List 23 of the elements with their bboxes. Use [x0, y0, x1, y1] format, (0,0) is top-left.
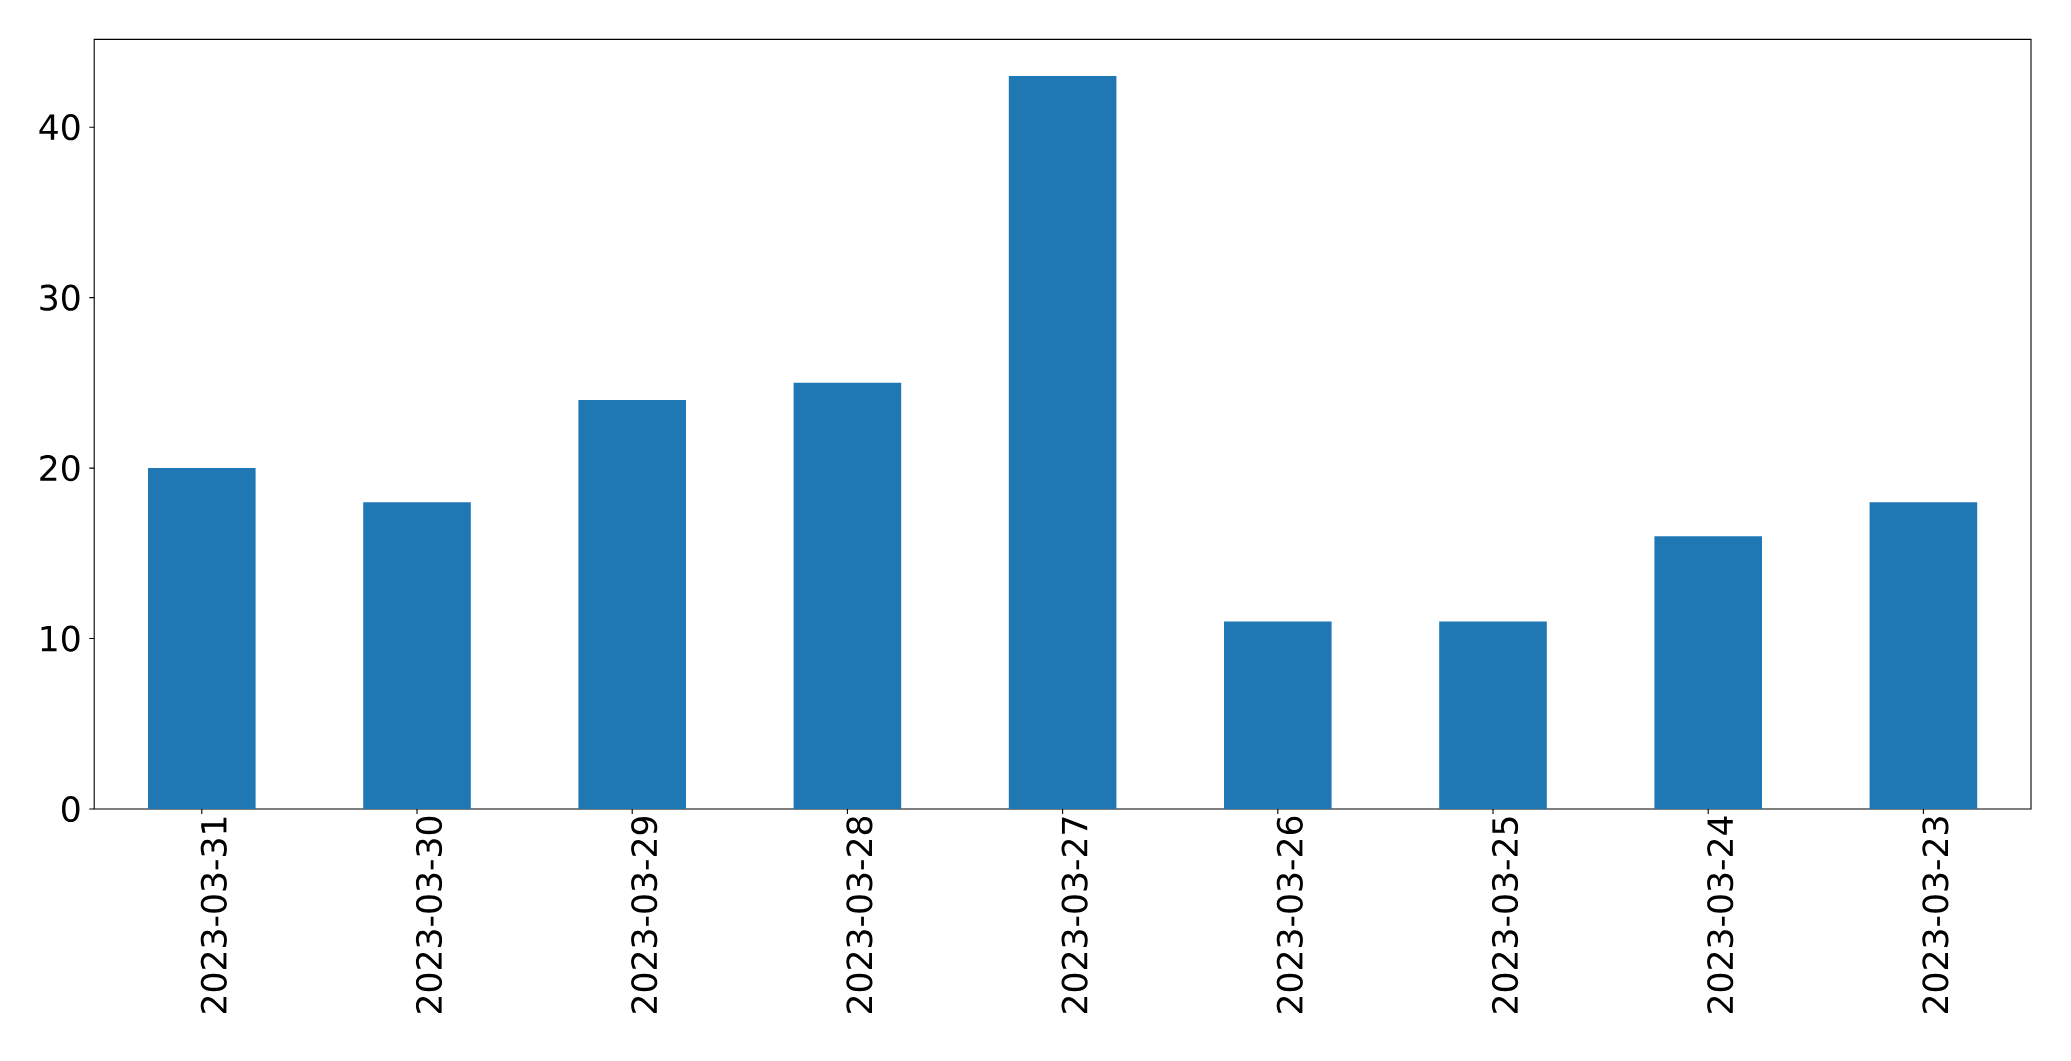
bar [1439, 621, 1547, 809]
bar [148, 468, 256, 809]
x-tick-label: 2023-03-27 [1061, 817, 1088, 1013]
x-tick-label: 2023-03-30 [415, 816, 443, 1013]
x-tick-label: 2023-03-25 [1491, 817, 1519, 1013]
bar [1869, 502, 1978, 809]
x-tick-label: 2023-03-31 [200, 817, 227, 1013]
bar [363, 502, 471, 809]
bar [1654, 536, 1762, 809]
x-tick-label: 2023-03-23 [1922, 817, 1949, 1013]
bar [1008, 76, 1117, 809]
x-tick-label: 2023-03-29 [631, 816, 658, 1013]
x-tick-label: 2023-03-26 [1276, 816, 1303, 1013]
y-tick-label: 30 [40, 284, 80, 311]
bar [578, 399, 686, 809]
bar [793, 382, 902, 809]
y-tick-label: 40 [39, 114, 80, 141]
bar [1224, 621, 1332, 809]
y-tick-label: 20 [40, 455, 80, 482]
x-tick-label: 2023-03-28 [846, 816, 873, 1013]
y-tick-label: 0 [62, 795, 80, 823]
y-tick-label: 10 [41, 625, 80, 652]
x-tick-label: 2023-03-24 [1707, 816, 1734, 1013]
